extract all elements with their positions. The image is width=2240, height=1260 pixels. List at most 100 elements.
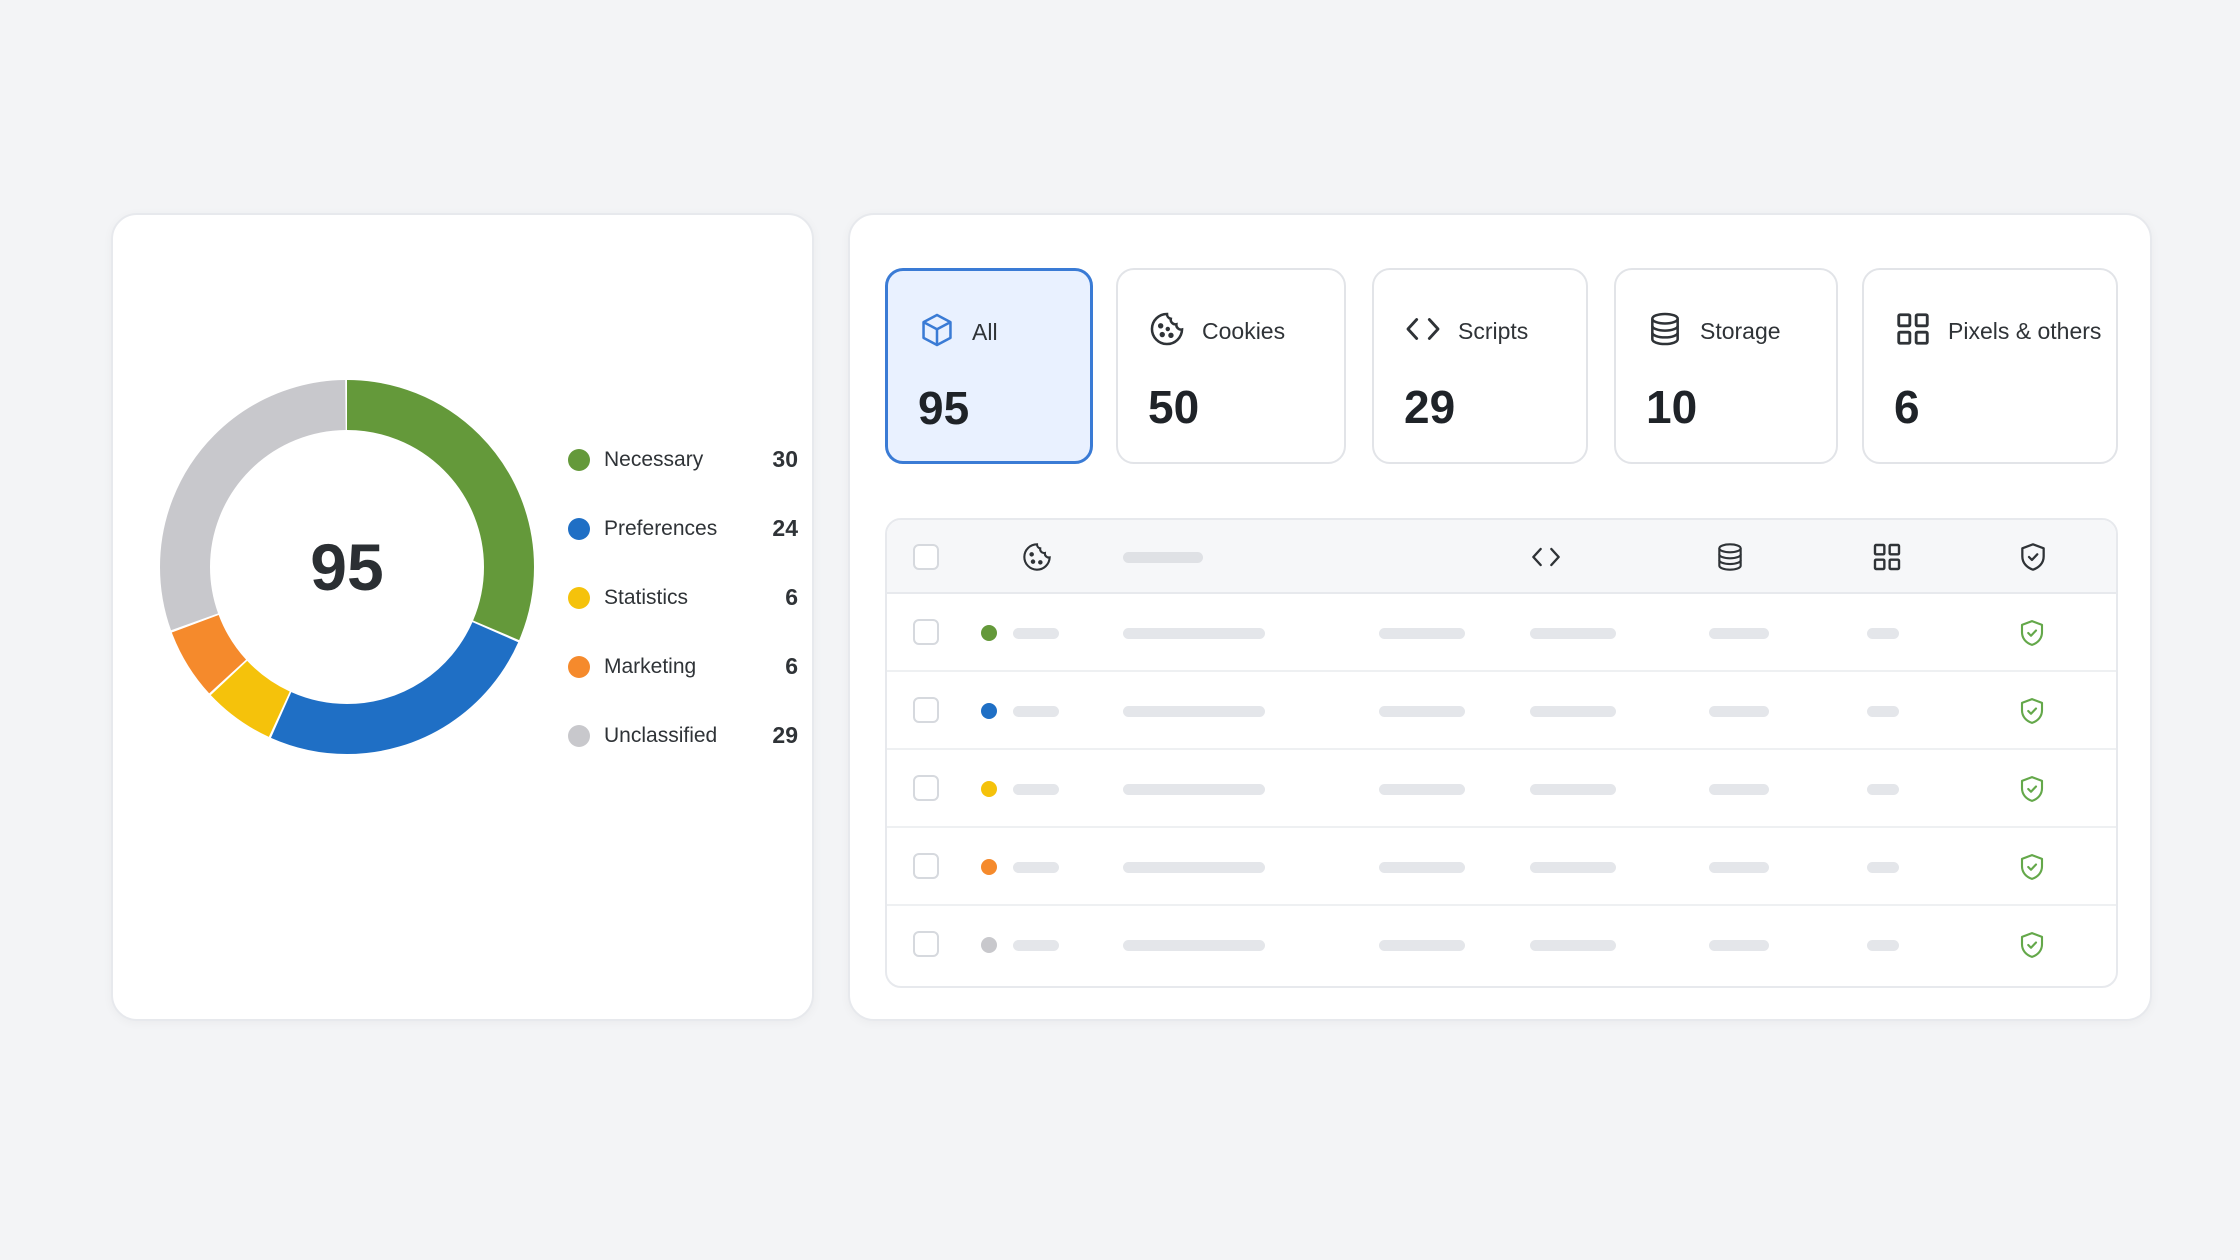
cell-placeholder: [1709, 784, 1769, 795]
legend-count: 29: [772, 722, 798, 748]
cell-placeholder: [1123, 628, 1265, 639]
table-row[interactable]: [887, 594, 2116, 672]
tab-count: 95: [918, 382, 970, 434]
donut-chart: [160, 380, 534, 754]
shield-check-icon: [2020, 854, 2044, 880]
legend-count: 6: [785, 653, 798, 679]
cell-placeholder: [1379, 706, 1465, 717]
tab-all[interactable]: All 95: [885, 268, 1093, 464]
cookie-icon: [1150, 312, 1184, 346]
row-checkbox[interactable]: [913, 775, 939, 801]
category-dot: [981, 703, 997, 719]
cube-icon: [922, 313, 952, 347]
legend-dot: [568, 448, 590, 471]
tab-label: All: [972, 319, 998, 345]
legend-label: Preferences: [604, 516, 718, 540]
cell-placeholder: [1530, 940, 1616, 951]
tab-label: Cookies: [1202, 318, 1286, 344]
legend-label: Marketing: [604, 654, 697, 678]
table-row[interactable]: [887, 672, 2116, 750]
header-placeholder: [1123, 552, 1203, 563]
row-checkbox[interactable]: [913, 697, 939, 723]
cell-placeholder: [1379, 784, 1465, 795]
donut-total: 95: [310, 530, 384, 604]
legend-label: Statistics: [604, 585, 689, 609]
legend-item-statistics[interactable]: Statistics 6: [568, 563, 798, 632]
cell-placeholder: [1013, 706, 1059, 717]
legend-item-necessary[interactable]: Necessary 30: [568, 425, 798, 494]
tab-scripts[interactable]: Scripts 29: [1372, 268, 1588, 464]
category-dot: [981, 937, 997, 953]
tab-label: Pixels & others: [1948, 318, 2102, 344]
grid-icon[interactable]: [1871, 541, 1903, 573]
cell-placeholder: [1709, 862, 1769, 873]
donut-legend: Necessary 30 Preferences 24 Statistics 6…: [568, 425, 798, 770]
cell-placeholder: [1867, 862, 1899, 873]
shield-check-icon: [2020, 698, 2044, 724]
cell-placeholder: [1530, 862, 1616, 873]
tab-label: Scripts: [1458, 318, 1529, 344]
cell-placeholder: [1013, 784, 1059, 795]
tab-pixels-others[interactable]: Pixels & others 6: [1862, 268, 2118, 464]
tab-count: 6: [1894, 381, 1920, 433]
donut-slice-preferences[interactable]: [160, 380, 534, 754]
tracker-list-card: All 95 Cookies 50 Scripts 29 Storage 10: [848, 213, 2152, 1021]
donut-slice-necessary[interactable]: [160, 380, 534, 754]
select-all-checkbox[interactable]: [913, 544, 939, 570]
database-icon: [1651, 312, 1679, 346]
cell-placeholder: [1867, 628, 1899, 639]
table-header: [887, 520, 2116, 594]
cookie-icon[interactable]: [1021, 541, 1053, 573]
cell-placeholder: [1379, 628, 1465, 639]
shield-check-icon: [2020, 932, 2044, 958]
shield-check-icon: [2020, 620, 2044, 646]
cell-placeholder: [1123, 784, 1265, 795]
cell-placeholder: [1379, 940, 1465, 951]
legend-label: Unclassified: [604, 723, 718, 747]
tab-storage[interactable]: Storage 10: [1614, 268, 1838, 464]
tab-label: Storage: [1700, 318, 1781, 344]
cell-placeholder: [1013, 628, 1059, 639]
cell-placeholder: [1530, 706, 1616, 717]
legend-item-preferences[interactable]: Preferences 24: [568, 494, 798, 563]
row-checkbox[interactable]: [913, 619, 939, 645]
legend-label: Necessary: [604, 447, 704, 471]
tab-count: 50: [1148, 381, 1200, 433]
grid-icon: [1897, 313, 1929, 345]
legend-count: 24: [772, 515, 798, 541]
tab-count: 29: [1404, 381, 1456, 433]
cell-placeholder: [1123, 940, 1265, 951]
database-icon[interactable]: [1714, 541, 1746, 573]
category-dot: [981, 781, 997, 797]
table-row[interactable]: [887, 906, 2116, 984]
tab-count: 10: [1646, 381, 1698, 433]
category-dot: [981, 625, 997, 641]
cell-placeholder: [1379, 862, 1465, 873]
cell-placeholder: [1709, 628, 1769, 639]
legend-count: 30: [772, 446, 798, 472]
legend-item-unclassified[interactable]: Unclassified 29: [568, 701, 798, 770]
cell-placeholder: [1013, 862, 1059, 873]
code-icon[interactable]: [1530, 541, 1562, 573]
table-row[interactable]: [887, 750, 2116, 828]
cell-placeholder: [1530, 784, 1616, 795]
table-row[interactable]: [887, 828, 2116, 906]
row-checkbox[interactable]: [913, 931, 939, 957]
row-checkbox[interactable]: [913, 853, 939, 879]
donut-slice-unclassified[interactable]: [160, 380, 534, 754]
tracker-table: [885, 518, 2118, 988]
legend-dot: [568, 724, 590, 747]
legend-count: 6: [785, 584, 798, 610]
cell-placeholder: [1123, 862, 1265, 873]
cell-placeholder: [1867, 706, 1899, 717]
legend-item-marketing[interactable]: Marketing 6: [568, 632, 798, 701]
cell-placeholder: [1013, 940, 1059, 951]
cell-placeholder: [1867, 940, 1899, 951]
legend-dot: [568, 655, 590, 678]
tab-cookies[interactable]: Cookies 50: [1116, 268, 1346, 464]
shield-icon[interactable]: [2017, 541, 2049, 573]
cell-placeholder: [1709, 940, 1769, 951]
code-icon: [1406, 318, 1440, 340]
legend-dot: [568, 517, 590, 540]
cell-placeholder: [1709, 706, 1769, 717]
